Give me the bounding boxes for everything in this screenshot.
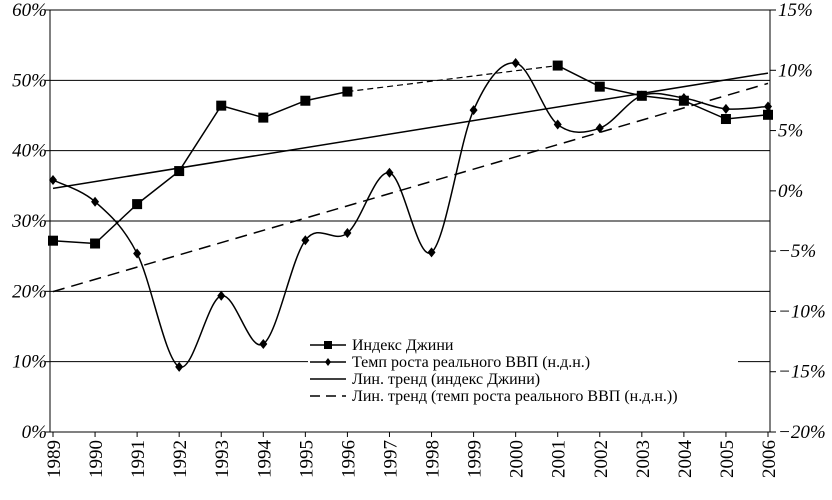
trend-line (52, 82, 769, 293)
marker (174, 166, 185, 177)
legend-label: Лин. тренд (индекс Джини) (352, 371, 541, 388)
x-tick-label: 1994 (254, 440, 275, 479)
x-tick-label: 1993 (212, 440, 233, 478)
x-tick-label: 2002 (591, 440, 612, 478)
y2-tick-label: −15% (778, 362, 826, 383)
marker (301, 235, 310, 246)
x-tick-label: 1999 (465, 440, 486, 478)
y-tick-label: 20% (12, 281, 47, 302)
legend-swatch (310, 341, 346, 349)
marker (259, 338, 268, 349)
marker (133, 248, 142, 259)
marker (427, 247, 436, 258)
marker (469, 105, 478, 116)
legend: Индекс Джини Темп роста реального ВВП (н.… (308, 338, 738, 406)
series-line (557, 64, 769, 120)
marker (343, 228, 352, 239)
x-tick-label: 2004 (675, 440, 696, 479)
legend-item: Индекс Джини (308, 337, 738, 354)
marker (720, 114, 731, 125)
marker (553, 119, 562, 130)
marker (217, 290, 226, 301)
x-tick-label: 2000 (507, 440, 528, 478)
marker (679, 93, 688, 104)
marker (175, 361, 184, 372)
x-tick-label: 2003 (633, 440, 654, 478)
marker (216, 100, 227, 111)
y-tick-label: 30% (11, 211, 47, 232)
marker (552, 60, 563, 71)
x-tick-label: 1997 (380, 440, 401, 478)
marker (763, 109, 773, 120)
y2-tick-label: 5% (778, 121, 803, 142)
legend-item: Лин. тренд (темп роста реального ВВП (н.… (308, 388, 738, 405)
legend-item: Темп роста реального ВВП (н.д.н.) (308, 354, 738, 371)
legend-swatch (310, 395, 346, 397)
y-tick-label: 10% (12, 352, 47, 373)
marker (132, 199, 143, 210)
x-tick-label: 1992 (170, 440, 191, 478)
marker (764, 101, 772, 112)
x-tick-label: 1996 (338, 440, 359, 478)
x-tick-label: 1998 (423, 440, 444, 478)
series-line (52, 62, 769, 368)
marker (511, 58, 520, 69)
marker (594, 81, 605, 92)
marker (48, 235, 58, 246)
marker (342, 86, 353, 97)
marker (637, 90, 646, 101)
legend-label: Лин. тренд (темп роста реального ВВП (н.… (352, 388, 678, 405)
legend-label: Индекс Джини (352, 337, 454, 354)
marker (91, 196, 100, 207)
y2-tick-label: −10% (778, 301, 826, 322)
legend-item: Лин. тренд (индекс Джини) (308, 371, 738, 388)
marker (49, 175, 57, 186)
marker (90, 238, 101, 249)
x-tick-label: 1989 (44, 440, 65, 478)
gap-connector (347, 64, 558, 93)
trend-line (52, 72, 769, 190)
series-line (52, 90, 348, 245)
x-tick-label: 1991 (128, 440, 149, 478)
legend-swatch (310, 358, 346, 366)
y-tick-label: 0% (22, 422, 47, 443)
marker (721, 103, 730, 114)
y2-tick-label: 0% (778, 181, 803, 202)
x-tick-label: 1995 (296, 440, 317, 478)
y2-tick-label: 15% (778, 0, 813, 21)
marker (595, 123, 604, 134)
x-tick-label: 2005 (717, 440, 738, 478)
y-tick-label: 60% (12, 0, 47, 21)
x-tick-label: 2006 (759, 440, 780, 478)
marker (258, 112, 269, 123)
x-tick-label: 2001 (549, 440, 570, 478)
legend-label: Темп роста реального ВВП (н.д.н.) (352, 354, 591, 371)
y-tick-label: 50% (12, 70, 47, 91)
y2-tick-label: −5% (778, 241, 816, 262)
y2-tick-label: −20% (778, 422, 826, 443)
x-tick-label: 1990 (86, 440, 107, 478)
y2-tick-label: 10% (778, 60, 813, 81)
legend-swatch (310, 378, 346, 380)
marker (300, 95, 311, 106)
marker (385, 167, 394, 178)
y-tick-label: 40% (12, 141, 47, 162)
